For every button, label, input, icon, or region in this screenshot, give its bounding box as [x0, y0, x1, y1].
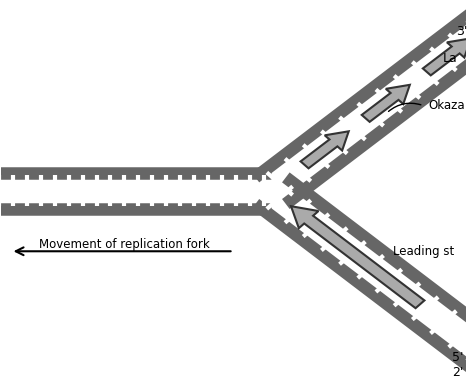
FancyArrow shape [362, 85, 410, 122]
Text: 5': 5' [452, 351, 463, 364]
FancyArrow shape [301, 131, 349, 168]
Text: Movement of replication fork: Movement of replication fork [38, 238, 210, 251]
Text: 2': 2' [452, 366, 463, 379]
Text: Okaza: Okaza [428, 99, 465, 112]
FancyArrow shape [423, 38, 471, 75]
Text: 3': 3' [456, 25, 468, 38]
Text: La: La [442, 52, 457, 65]
Text: Leading st: Leading st [392, 245, 454, 258]
FancyArrow shape [291, 206, 424, 308]
